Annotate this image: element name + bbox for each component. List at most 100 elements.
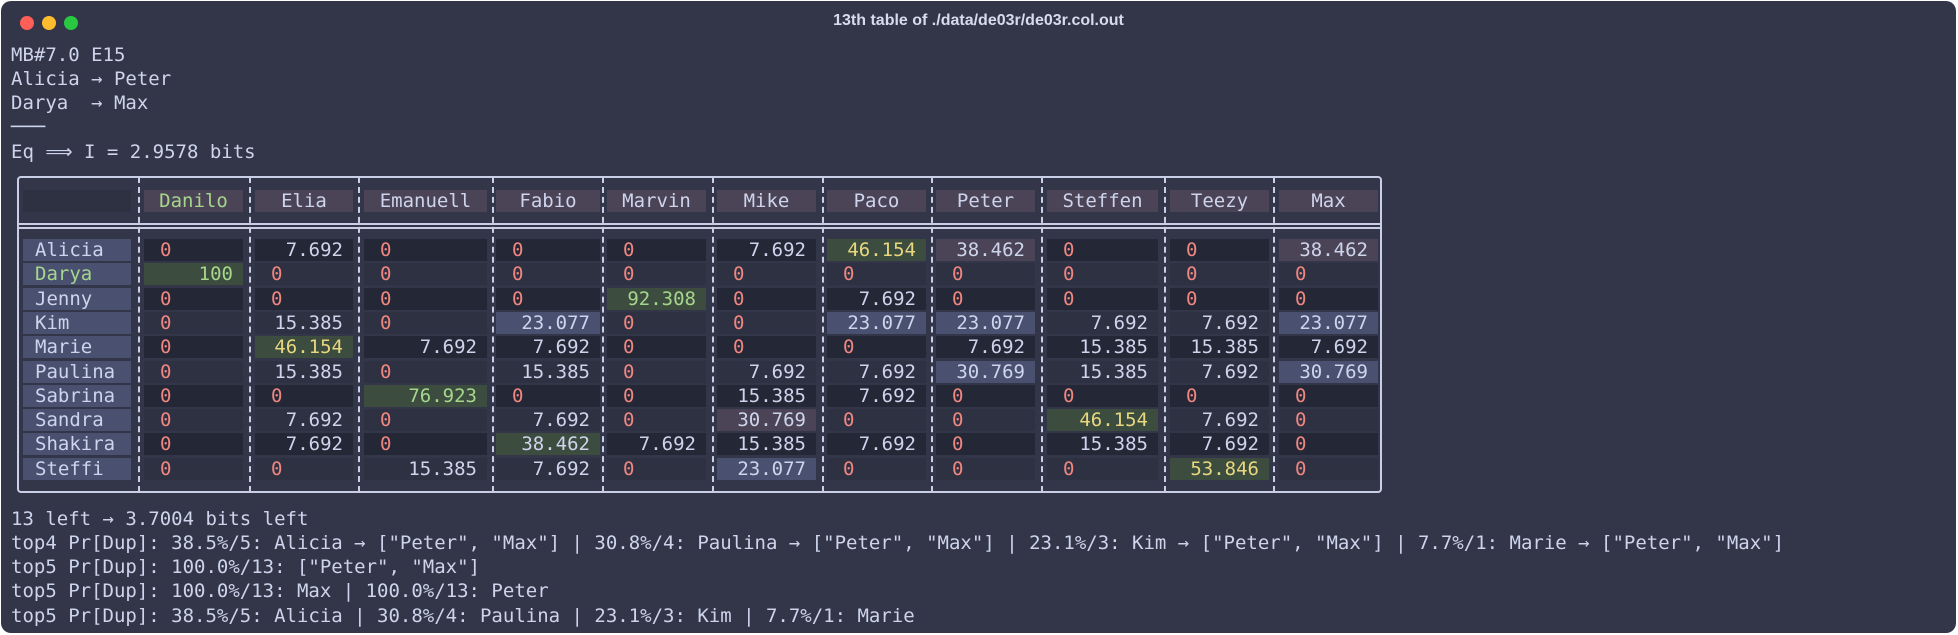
- table-cell: 0: [827, 336, 926, 359]
- table-cell: 7.692: [827, 287, 926, 310]
- table-cell: 7.692: [1170, 433, 1269, 456]
- table-cell: 15.385: [717, 433, 816, 456]
- table-cell: 0: [496, 384, 600, 407]
- column-header: Marvin: [607, 190, 706, 212]
- table-cell: 0: [1047, 457, 1158, 480]
- table-cell: 53.846: [1170, 457, 1269, 480]
- table-cell: 0: [364, 311, 487, 334]
- row-label: Darya: [23, 263, 131, 286]
- column-divider: [1164, 177, 1166, 492]
- table-cell: 0: [1047, 384, 1158, 407]
- row-label: Jenny: [23, 287, 131, 310]
- table-cell: 0: [364, 239, 487, 261]
- column-divider: [712, 177, 714, 492]
- table-cell: 7.692: [255, 239, 353, 261]
- table-cell: 0: [1170, 239, 1269, 261]
- table-cell: 23.077: [717, 457, 816, 480]
- table-cell: 0: [255, 287, 353, 310]
- table-cell: 7.692: [496, 336, 600, 359]
- table-cell: 30.769: [717, 409, 816, 432]
- table-cell: 0: [827, 457, 926, 480]
- table-cell: 0: [1279, 409, 1378, 432]
- table-cell: 46.154: [1047, 409, 1158, 432]
- column-divider: [602, 177, 604, 492]
- table-cell: 0: [717, 336, 816, 359]
- table-cell: 30.769: [1279, 360, 1378, 383]
- table-cell: 0: [364, 409, 487, 432]
- table-cell: 46.154: [255, 336, 353, 359]
- table-cell: 7.692: [827, 360, 926, 383]
- table-cell: 7.692: [255, 409, 353, 432]
- header-line: MB#7.0 E15: [11, 44, 126, 66]
- table-cell: 23.077: [936, 311, 1035, 334]
- table-cell: 0: [607, 409, 706, 432]
- table-cell: 0: [1047, 239, 1158, 261]
- table-cell: 0: [1279, 384, 1378, 407]
- header-line: ───: [11, 116, 46, 138]
- table-cell: 76.923: [364, 384, 487, 407]
- minimize-window-button[interactable]: [42, 16, 56, 30]
- row-label: Shakira: [23, 433, 131, 456]
- table-cell: 0: [364, 433, 487, 456]
- table-cell: 0: [607, 311, 706, 334]
- table-cell: 0: [144, 360, 243, 383]
- table-cell: 0: [936, 409, 1035, 432]
- maximize-window-button[interactable]: [64, 16, 78, 30]
- table-cell: 0: [1170, 384, 1269, 407]
- table-cell: 7.692: [827, 384, 926, 407]
- column-header: Steffen: [1047, 190, 1158, 212]
- table-cell: 0: [144, 311, 243, 334]
- row-label: Marie: [23, 336, 131, 359]
- table-cell: 0: [936, 433, 1035, 456]
- table-cell: 0: [255, 263, 353, 286]
- table-cell: 100: [144, 263, 243, 286]
- table-cell: 0: [936, 263, 1035, 286]
- table-cell: 0: [607, 239, 706, 261]
- table-cell: 0: [496, 263, 600, 286]
- footer-line: top5 Pr[Dup]: 100.0%/13: Max | 100.0%/13…: [11, 580, 549, 602]
- window-title: 13th table of ./data/de03r/de03r.col.out: [833, 12, 1124, 29]
- column-header: Peter: [936, 190, 1035, 212]
- footer-line: top5 Pr[Dup]: 38.5%/5: Alicia | 30.8%/4:…: [11, 605, 915, 627]
- table-cell: 0: [936, 384, 1035, 407]
- table-cell: 0: [1279, 287, 1378, 310]
- column-header: Elia: [255, 190, 353, 212]
- header-line: Darya → Max: [11, 92, 149, 114]
- table-cell: 7.692: [1279, 336, 1378, 359]
- table-cell: 0: [936, 287, 1035, 310]
- table-cell: 0: [496, 287, 600, 310]
- table-cell: 0: [364, 263, 487, 286]
- table-cell: 0: [255, 457, 353, 480]
- table-cell: 92.308: [607, 287, 706, 310]
- table-cell: 0: [717, 311, 816, 334]
- table-cell: 0: [607, 336, 706, 359]
- row-label: Steffi: [23, 457, 131, 480]
- column-header: Max: [1279, 190, 1378, 212]
- table-cell: 0: [144, 409, 243, 432]
- column-divider: [931, 177, 933, 492]
- footer-line: top4 Pr[Dup]: 38.5%/5: Alicia → ["Peter"…: [11, 532, 1785, 554]
- table-cell: 7.692: [607, 433, 706, 456]
- row-label: Sandra: [23, 409, 131, 432]
- column-header: Paco: [827, 190, 926, 212]
- table-cell: 0: [364, 360, 487, 383]
- table-cell: 15.385: [1170, 336, 1269, 359]
- table-cell: 15.385: [717, 384, 816, 407]
- table-cell: 7.692: [364, 336, 487, 359]
- table-cell: 0: [827, 263, 926, 286]
- table-cell: 30.769: [936, 360, 1035, 383]
- probability-table: [17, 176, 1382, 493]
- table-cell: 46.154: [827, 239, 926, 261]
- table-cell: 0: [607, 384, 706, 407]
- close-window-button[interactable]: [20, 16, 34, 30]
- table-cell: 38.462: [496, 433, 600, 456]
- header-line: Eq ⟹ I = 2.9578 bits: [11, 141, 256, 163]
- table-cell: 0: [144, 287, 243, 310]
- header-line: Alicia → Peter: [11, 68, 172, 90]
- table-corner-cell: [23, 190, 131, 212]
- table-cell: 0: [607, 263, 706, 286]
- row-label: Alicia: [23, 239, 131, 261]
- table-cell: 23.077: [827, 311, 926, 334]
- table-cell: 7.692: [255, 433, 353, 456]
- row-label: Paulina: [23, 360, 131, 383]
